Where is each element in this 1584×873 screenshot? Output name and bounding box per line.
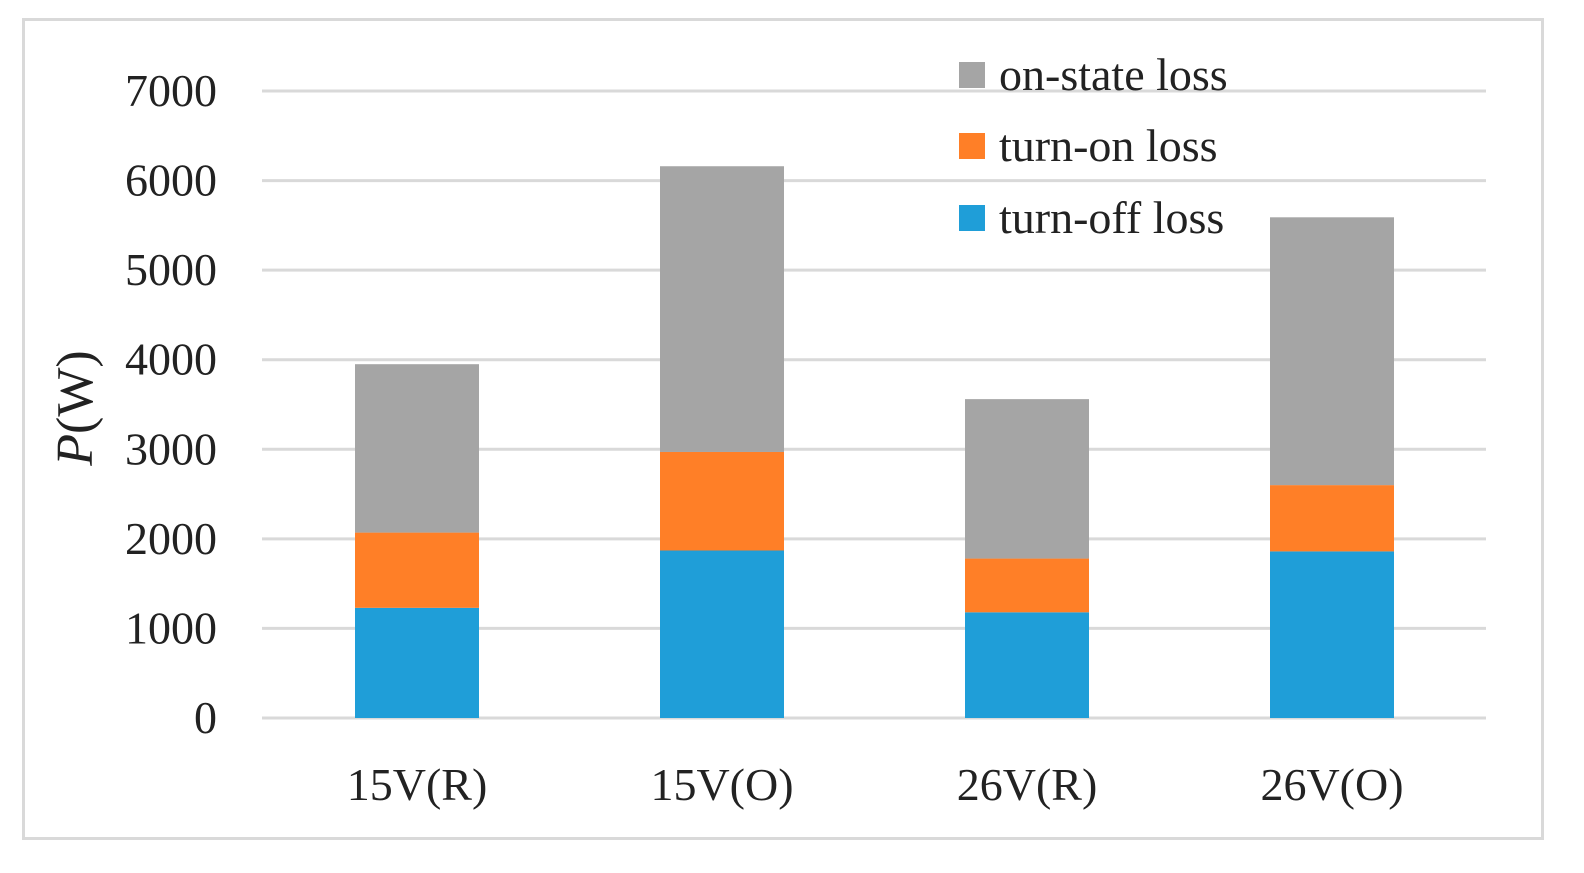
bar-15V(O)-turn-off-loss bbox=[660, 550, 784, 718]
legend-label-turn-off-loss: turn-off loss bbox=[999, 192, 1224, 243]
legend-swatch-on-state-loss bbox=[959, 62, 985, 88]
legend-swatch-turn-on-loss bbox=[959, 133, 985, 159]
legend-label-on-state-loss: on-state loss bbox=[999, 49, 1228, 100]
y-axis-title: P(W) bbox=[47, 350, 104, 466]
x-tick-label-3: 26V(R) bbox=[957, 759, 1098, 810]
bar-26V(O)-on-state-loss bbox=[1270, 217, 1394, 486]
bar-15V(O)-on-state-loss bbox=[660, 166, 784, 452]
y-tick-label-4000: 4000 bbox=[125, 334, 217, 385]
legend-label-turn-on-loss: turn-on loss bbox=[999, 120, 1218, 171]
bar-26V(R)-turn-on-loss bbox=[965, 558, 1089, 613]
x-axis-ticks: 15V(R) 15V(O) 26V(R) 26V(O) bbox=[347, 759, 1404, 810]
y-tick-label-7000: 7000 bbox=[125, 65, 217, 116]
bar-15V(O)-turn-on-loss bbox=[660, 451, 784, 551]
bar-15V(R)-turn-off-loss bbox=[355, 607, 479, 718]
bar-26V(R)-turn-off-loss bbox=[965, 612, 1089, 718]
y-tick-label-0: 0 bbox=[194, 692, 217, 743]
bar-26V(R)-on-state-loss bbox=[965, 399, 1089, 559]
y-tick-label-2000: 2000 bbox=[125, 513, 217, 564]
y-axis-ticks: 0 1000 2000 3000 4000 5000 6000 7000 bbox=[125, 65, 217, 743]
y-axis-title-variable: P bbox=[47, 434, 104, 467]
x-tick-label-4: 26V(O) bbox=[1260, 759, 1403, 810]
x-tick-label-1: 15V(R) bbox=[347, 759, 488, 810]
y-tick-label-3000: 3000 bbox=[125, 423, 217, 474]
bar-26V(O)-turn-off-loss bbox=[1270, 551, 1394, 718]
y-tick-label-6000: 6000 bbox=[125, 155, 217, 206]
y-tick-label-1000: 1000 bbox=[125, 602, 217, 653]
bars bbox=[355, 166, 1394, 718]
bar-26V(O)-turn-on-loss bbox=[1270, 485, 1394, 552]
y-tick-label-5000: 5000 bbox=[125, 244, 217, 295]
legend: on-state loss turn-on loss turn-off loss bbox=[959, 49, 1228, 243]
x-tick-label-2: 15V(O) bbox=[650, 759, 793, 810]
legend-swatch-turn-off-loss bbox=[959, 205, 985, 231]
bar-15V(R)-turn-on-loss bbox=[355, 532, 479, 608]
bar-15V(R)-on-state-loss bbox=[355, 364, 479, 533]
y-axis-title-unit: (W) bbox=[47, 350, 104, 434]
